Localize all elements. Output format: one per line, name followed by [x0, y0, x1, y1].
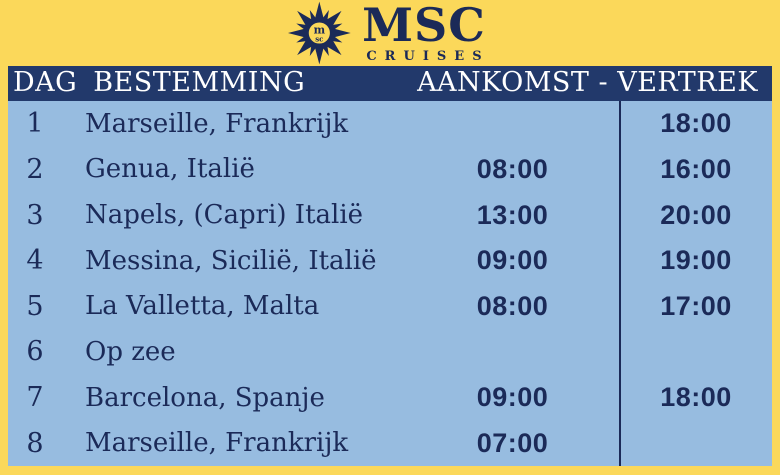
cell-destination: Marseille, Frankrijk	[85, 428, 349, 459]
cell-day: 3	[26, 199, 44, 231]
brand-name: MSC	[362, 0, 486, 52]
table-row: 4 Messina, Sicilië, Italië 09:00 19:00	[8, 238, 772, 284]
cell-departure: 19:00	[660, 245, 732, 276]
cell-arrival: 13:00	[476, 199, 549, 230]
brand-subtitle: CRUISES	[366, 49, 490, 64]
cell-destination: Napels, (Capri) Italië	[85, 200, 364, 231]
cell-destination: Messina, Sicilië, Italië	[85, 245, 377, 276]
cell-day: 4	[26, 245, 44, 277]
cell-destination: La Valletta, Malta	[85, 291, 320, 322]
cell-departure: 16:00	[660, 153, 732, 184]
cell-arrival: 07:00	[476, 427, 549, 458]
table-row: 6 Op zee	[8, 329, 772, 375]
table-row: 5 La Valletta, Malta 08:00 17:00	[8, 284, 772, 330]
header-destination: BESTEMMING	[93, 67, 306, 98]
cell-day: 2	[26, 153, 44, 185]
svg-text:sc: sc	[315, 34, 323, 43]
cell-day: 5	[26, 290, 44, 322]
table-header-row: DAG BESTEMMING AANKOMST - VERTREK	[8, 66, 772, 101]
column-divider	[619, 101, 621, 466]
cell-day: 6	[26, 336, 44, 368]
cell-day: 7	[26, 382, 44, 414]
cell-arrival: 09:00	[476, 245, 549, 276]
cell-arrival: 09:00	[476, 382, 549, 413]
table-row: 7 Barcelona, Spanje 09:00 18:00	[8, 375, 772, 421]
table-row: 1 Marseille, Frankrijk 18:00	[8, 101, 772, 147]
table-row: 8 Marseille, Frankrijk 07:00	[8, 420, 772, 466]
cell-day: 8	[26, 427, 44, 459]
compass-rose-icon: m sc	[287, 1, 351, 65]
cell-departure: 18:00	[660, 108, 732, 139]
header-arrival-departure: AANKOMST - VERTREK	[417, 67, 758, 98]
header-day: DAG	[13, 67, 78, 98]
cell-destination: Marseille, Frankrijk	[85, 108, 349, 139]
cell-day: 1	[26, 108, 44, 140]
cell-destination: Genua, Italië	[85, 154, 255, 185]
brand-wordmark: MSC CRUISES	[358, 2, 489, 64]
brand-logo: m sc MSC CRUISES	[286, 1, 489, 65]
cell-departure: 20:00	[660, 199, 732, 230]
itinerary-table-body: 1 Marseille, Frankrijk 18:00 2 Genua, Italië…	[8, 101, 772, 466]
cell-arrival: 08:00	[476, 290, 549, 321]
cell-destination: Barcelona, Spanje	[85, 382, 325, 413]
cell-arrival: 08:00	[476, 153, 549, 184]
cell-destination: Op zee	[85, 336, 176, 367]
svg-text:m: m	[314, 24, 326, 37]
table-row: 2 Genua, Italië 08:00 16:00	[8, 147, 772, 193]
cell-departure: 17:00	[660, 290, 732, 321]
table-row: 3 Napels, (Capri) Italië 13:00 20:00	[8, 192, 772, 238]
cell-departure: 18:00	[660, 382, 732, 413]
